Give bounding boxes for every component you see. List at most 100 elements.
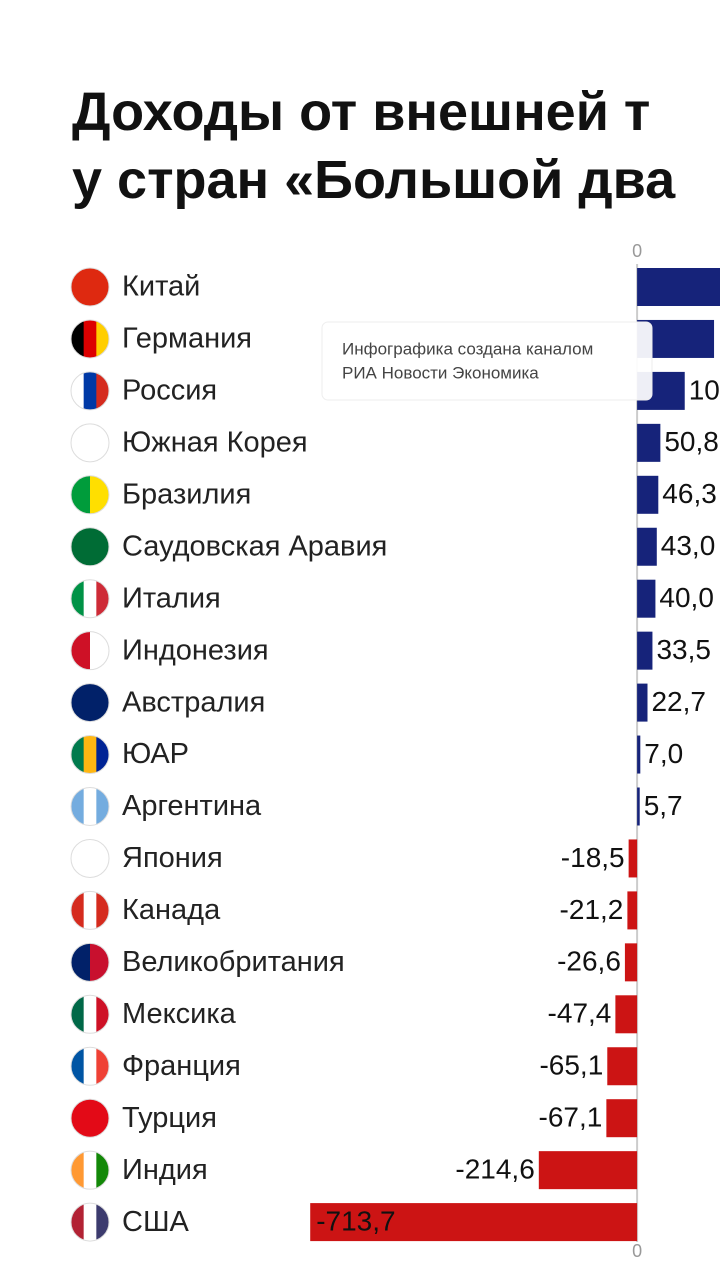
annotation-box [321, 321, 653, 401]
bar [637, 631, 653, 670]
flag-stripe [71, 423, 91, 462]
flag-stripe [96, 891, 109, 930]
category-label: Саудовская Аравия [122, 530, 387, 562]
flag-border [70, 683, 110, 723]
flag-stripe [90, 631, 109, 670]
value-label: 43,0 [661, 530, 716, 561]
flag-border [70, 475, 110, 515]
flag-stripe [90, 527, 109, 566]
flag [71, 995, 109, 1034]
value-label: -47,4 [548, 998, 612, 1029]
flag-border [70, 371, 110, 411]
flag-border [70, 579, 110, 619]
flag-stripe [71, 943, 91, 982]
category-label: Япония [122, 842, 223, 874]
flag-border [70, 735, 110, 775]
flag-stripe [71, 735, 85, 774]
value-label: 7,0 [644, 738, 683, 769]
flag [71, 839, 109, 878]
category-label: Россия [122, 375, 217, 407]
flag-stripe [83, 1203, 97, 1242]
flag-stripe [83, 371, 97, 410]
category-label: США [122, 1206, 190, 1238]
flag-stripe [83, 319, 97, 358]
flag-stripe [83, 787, 97, 826]
bar [628, 839, 638, 878]
flag-stripe [96, 371, 109, 410]
flag-stripe [71, 579, 85, 618]
flag-stripe [71, 631, 91, 670]
flag [71, 1151, 109, 1190]
flag-stripe [90, 1099, 109, 1138]
value-label: 5,7 [644, 790, 683, 821]
flag-stripe [71, 319, 85, 358]
flag-stripe [96, 1151, 109, 1190]
flag-border [70, 631, 110, 671]
bar [607, 1047, 638, 1086]
flag-stripe [83, 1151, 97, 1190]
bar [637, 579, 656, 618]
flag [71, 943, 109, 982]
value-label: -21,2 [560, 894, 624, 925]
category-label: Италия [122, 582, 221, 614]
value-label: 104,0 [689, 374, 720, 405]
bar [615, 995, 638, 1034]
flag-border [70, 890, 110, 930]
flag-stripe [71, 995, 85, 1034]
category-label: Германия [122, 323, 252, 355]
flag-stripe [96, 579, 109, 618]
flag [71, 475, 109, 514]
bar [624, 943, 638, 982]
flag-stripe [71, 1099, 91, 1138]
flag-stripe [96, 319, 109, 358]
flag-border [70, 942, 110, 982]
flag-stripe [71, 371, 85, 410]
flag-stripe [83, 735, 97, 774]
flag-stripe [90, 475, 109, 514]
flag-stripe [90, 943, 109, 982]
flag-stripe [83, 1047, 97, 1086]
flag-stripe [96, 735, 109, 774]
flag-border [70, 527, 110, 567]
flag-stripe [96, 787, 109, 826]
bar [627, 891, 638, 930]
flag [71, 1047, 109, 1086]
x-tick-label: 0 [632, 241, 642, 261]
flag-border [70, 1202, 110, 1242]
value-label: 46,3 [662, 478, 717, 509]
flag-stripe [71, 1151, 85, 1190]
category-label: Мексика [122, 998, 237, 1030]
value-label: 40,0 [659, 582, 714, 613]
flag-stripe [83, 995, 97, 1034]
flag-border [70, 319, 110, 359]
flag-border [70, 423, 110, 463]
flag [71, 319, 109, 358]
flag [71, 527, 109, 566]
flag [71, 683, 109, 722]
flag-stripe [71, 1203, 85, 1242]
annotation: РИА Новости Экономика [342, 363, 539, 382]
flag [71, 891, 109, 930]
value-label: -214,6 [455, 1154, 534, 1185]
flag-stripe [71, 787, 85, 826]
x-tick-label: 0 [632, 1241, 642, 1261]
flag-border [70, 838, 110, 878]
flag-stripe [83, 891, 97, 930]
flag-stripe [90, 423, 109, 462]
category-label: Бразилия [122, 478, 251, 510]
bar [637, 683, 648, 722]
category-label: Южная Корея [122, 427, 308, 459]
value-label: -65,1 [539, 1050, 603, 1081]
flag-border [70, 787, 110, 826]
bar [606, 1099, 638, 1138]
chart-title: Доходы от внешней т [72, 82, 650, 142]
bar [538, 1151, 638, 1190]
bar [637, 787, 640, 826]
flag-stripe [71, 475, 91, 514]
category-label: Индонезия [122, 634, 269, 666]
category-label: Канада [122, 894, 221, 926]
bar [637, 475, 659, 514]
flag [71, 423, 109, 462]
